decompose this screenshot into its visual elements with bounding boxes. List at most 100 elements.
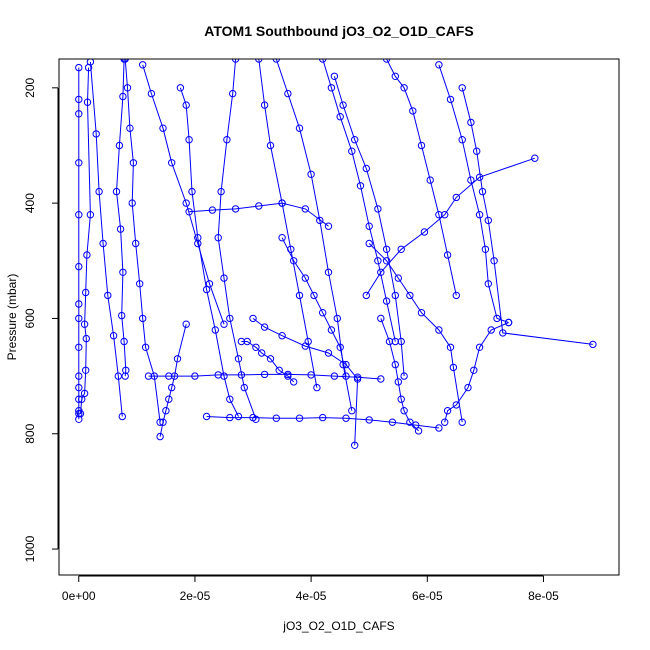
data-point: [319, 59, 327, 63]
data-point: [377, 314, 385, 323]
series-line-10: [275, 59, 353, 411]
data-point: [104, 291, 112, 300]
data-point: [165, 395, 173, 403]
data-point: [487, 326, 495, 334]
data-point: [112, 187, 121, 196]
data-point: [220, 320, 228, 328]
data-point: [301, 274, 309, 282]
data-point: [356, 182, 365, 190]
data-point: [147, 89, 156, 98]
data-point: [182, 101, 190, 109]
data-point: [217, 187, 225, 196]
data-point: [214, 234, 222, 242]
data-point: [417, 141, 426, 150]
series-line-15: [461, 87, 593, 345]
data-point: [348, 147, 356, 155]
data-point: [490, 257, 498, 265]
data-point: [464, 383, 472, 392]
data-point: [260, 323, 269, 331]
data-point: [80, 389, 89, 398]
data-point: [168, 159, 176, 167]
y-tick-label: 400: [23, 193, 37, 213]
data-point: [406, 291, 414, 300]
data-point: [240, 383, 249, 392]
series-line-7: [179, 87, 239, 417]
data-point: [339, 101, 347, 109]
data-point: [75, 63, 83, 72]
data-point: [95, 187, 103, 196]
data-point: [118, 412, 127, 421]
data-point: [417, 309, 426, 317]
x-tick-label: 6e-05: [412, 589, 443, 603]
data-point: [120, 337, 128, 346]
data-point: [400, 407, 408, 415]
data-point: [301, 205, 309, 213]
series-line-11: [322, 59, 396, 342]
data-point: [191, 372, 199, 380]
data-point: [313, 383, 321, 392]
data-point: [324, 268, 333, 276]
data-point: [391, 72, 399, 81]
data-point: [173, 355, 182, 363]
data-point: [316, 216, 324, 225]
data-point: [226, 395, 234, 403]
data-point: [252, 343, 260, 351]
data-point: [441, 418, 449, 426]
data-point: [414, 427, 423, 435]
data-point: [336, 343, 344, 351]
series-line-4: [124, 59, 161, 423]
data-point: [83, 98, 92, 106]
data-point: [467, 118, 475, 127]
data-point: [290, 378, 298, 386]
data-point: [319, 309, 327, 317]
y-axis-label: Pressure (mbar): [5, 274, 19, 361]
data-point: [446, 343, 455, 351]
data-point: [400, 372, 408, 380]
data-point: [382, 245, 391, 254]
data-point: [266, 355, 275, 363]
data-point: [452, 291, 460, 300]
data-point: [441, 211, 449, 219]
x-tick-label: 2e-05: [180, 589, 211, 603]
series-line-5: [142, 64, 225, 325]
data-point: [136, 280, 144, 288]
data-point: [351, 441, 359, 449]
chart-title: ATOM1 Southbound jO3_O2_O1D_CAFS: [204, 23, 473, 39]
series-line-22: [159, 324, 187, 437]
data-point: [382, 257, 391, 265]
data-point: [336, 113, 344, 121]
data-point: [229, 89, 237, 98]
data-point: [397, 395, 405, 403]
data-point: [394, 274, 402, 282]
data-point: [475, 211, 484, 219]
data-point: [231, 59, 240, 63]
data-point: [327, 326, 336, 334]
data-point: [278, 332, 286, 340]
data-point: [473, 147, 481, 155]
data-point: [188, 187, 196, 196]
series-line-25: [241, 341, 295, 383]
x-tick-label: 4e-05: [296, 589, 327, 603]
data-point: [75, 211, 83, 219]
data-point: [194, 234, 202, 242]
data-point: [159, 124, 167, 132]
data-point: [237, 337, 246, 346]
y-tick-label: 800: [23, 423, 37, 443]
data-point: [330, 72, 339, 81]
y-tick-label: 600: [23, 308, 37, 328]
data-point: [156, 432, 164, 441]
series-line-9: [258, 59, 318, 388]
data-point: [214, 371, 222, 379]
data-point: [397, 337, 405, 346]
data-point: [92, 130, 100, 138]
data-point: [443, 407, 452, 415]
data-point: [365, 222, 373, 230]
data-point: [388, 418, 397, 426]
data-point: [435, 61, 443, 69]
data-point: [220, 274, 228, 282]
data-point: [159, 418, 167, 426]
data-point: [362, 291, 370, 300]
data-point: [400, 84, 408, 92]
data-point: [435, 424, 443, 432]
data-point: [116, 225, 125, 233]
